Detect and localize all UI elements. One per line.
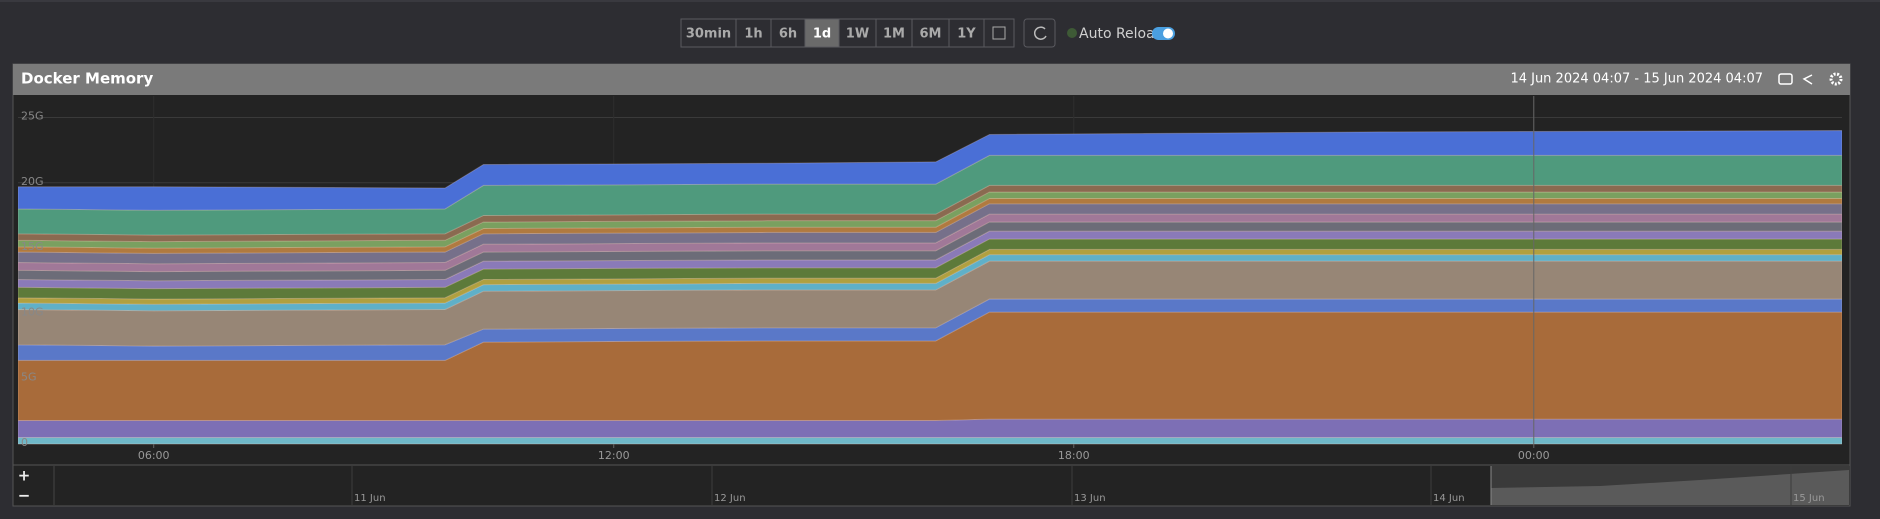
navigator-preview [1491,470,1849,505]
y-tick-label: 0 [21,436,28,449]
y-tick-label: 15G [21,240,44,253]
range-button[interactable] [680,18,737,48]
camera-icon[interactable] [1778,73,1793,85]
y-tick-label: 25G [21,110,44,123]
navigator: + − 11 Jun 12 Jun 13 Jun 14 Jun 15 Jun [18,466,1825,505]
navigator-label: 15 Jun [1793,493,1825,504]
areas [18,130,1842,445]
x-tick-label: 12:00 [598,449,630,462]
settings-icon[interactable] [1829,72,1843,86]
calendar-button[interactable] [983,18,1015,48]
navigator-label: 11 Jun [354,493,386,504]
x-tick-label: 18:00 [1058,449,1090,462]
chart-title: Docker Memory [21,70,153,88]
x-tick-label: 00:00 [1518,449,1550,462]
range-label: 6M [920,27,942,42]
panel-header [13,64,1850,95]
area [18,130,1842,211]
range-button[interactable] [804,18,840,48]
refresh-icon [1033,26,1047,40]
y-tick-label: 20G [21,175,44,188]
share-icon[interactable] [1802,74,1813,85]
range-label: 1d [813,27,831,42]
toggle-knob [1163,28,1173,39]
zoom-out[interactable]: − [18,487,31,505]
area [18,418,1842,438]
y-tick-label: 10G [21,305,44,318]
navigator-label: 12 Jun [714,493,746,504]
x-tick-label: 06:00 [138,449,170,462]
navigator-label: 14 Jun [1433,493,1465,504]
range-label: 6h [779,27,797,42]
range-button[interactable] [735,18,772,48]
range-button[interactable] [770,18,806,48]
date-range: 14 Jun 2024 04:07 - 15 Jun 2024 04:07 [1510,72,1763,87]
range-label: 1Y [957,27,976,42]
axes: 0 5G 10G 15G 20G 25G 06:00 12:00 18:00 00:00 [21,96,1550,462]
status-dot [1067,28,1077,38]
range-label: 1M [883,27,905,42]
zoom-in[interactable]: + [18,467,31,485]
range-label: 1W [846,27,869,42]
area [18,436,1842,445]
range-label: 30min [686,27,731,42]
navigator-label: 13 Jun [1074,493,1106,504]
range-button[interactable] [875,18,913,48]
refresh-button[interactable] [1023,18,1056,48]
toolbar: 30min 1h 6h 1d 1W 1M 6M 1Y [680,18,1015,48]
calendar-icon [992,26,1006,40]
range-label: 1h [744,27,762,42]
auto-reload-label: Auto Reload [1079,26,1164,42]
y-tick-label: 5G [21,371,37,384]
